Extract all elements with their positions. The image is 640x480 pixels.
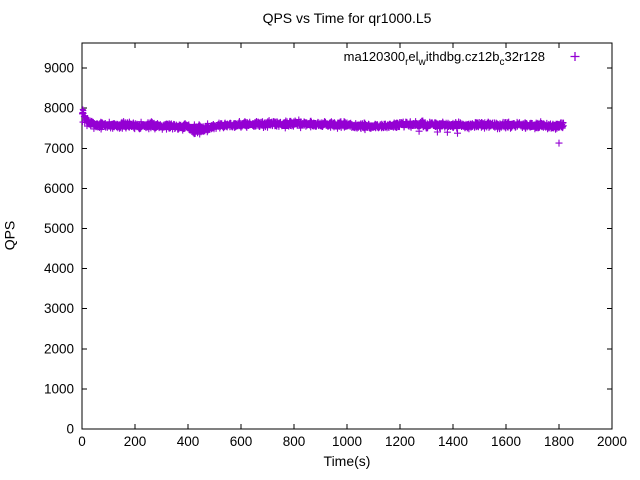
plot-border <box>81 42 613 430</box>
x-axis-label: Time(s) <box>323 453 371 469</box>
legend-marker-icon <box>570 52 580 61</box>
legend-label-segment: el <box>408 49 419 64</box>
x-tick-label: 2000 <box>597 434 627 449</box>
y-tick-label: 9000 <box>44 61 74 76</box>
y-tick-label: 3000 <box>44 301 74 316</box>
legend-label-segment: c <box>499 57 505 68</box>
x-tick-label: 1200 <box>385 434 415 449</box>
y-tick-label: 0 <box>66 422 74 437</box>
legend: ma120300relwithdbg.cz12bc32r128 <box>343 49 545 68</box>
legend-entry-label: ma120300relwithdbg.cz12bc32r128 <box>343 49 545 68</box>
y-tick-label: 4000 <box>44 261 74 276</box>
y-tick-label: 7000 <box>44 141 74 156</box>
legend-label-segment: w <box>418 57 426 68</box>
y-tick-label: 5000 <box>44 221 74 236</box>
x-tick-label: 800 <box>283 434 306 449</box>
series-points <box>79 106 567 147</box>
y-tick-label: 6000 <box>44 181 74 196</box>
legend-label-segment: 32r128 <box>504 49 545 64</box>
axis-ticks <box>81 43 613 430</box>
x-tick-label: 1400 <box>438 434 468 449</box>
y-axis-label: QPS <box>1 220 18 251</box>
x-tick-label: 400 <box>177 434 200 449</box>
x-tick-label: 200 <box>124 434 147 449</box>
legend-label-segment: ma120300 <box>343 49 406 64</box>
y-tick-label: 2000 <box>44 341 74 356</box>
x-tick-label: 1600 <box>491 434 521 449</box>
chart-title: QPS vs Time for qr1000.L5 <box>262 10 432 26</box>
legend-label-segment: ithdbg.cz12b <box>425 49 500 64</box>
x-tick-label: 1000 <box>332 434 362 449</box>
legend-label-segment: r <box>405 57 409 68</box>
x-tick-label: 600 <box>230 434 253 449</box>
x-tick-label: 1800 <box>544 434 574 449</box>
y-tick-label: 8000 <box>44 101 74 116</box>
x-tick-label: 0 <box>78 434 86 449</box>
y-tick-label: 1000 <box>44 381 74 396</box>
